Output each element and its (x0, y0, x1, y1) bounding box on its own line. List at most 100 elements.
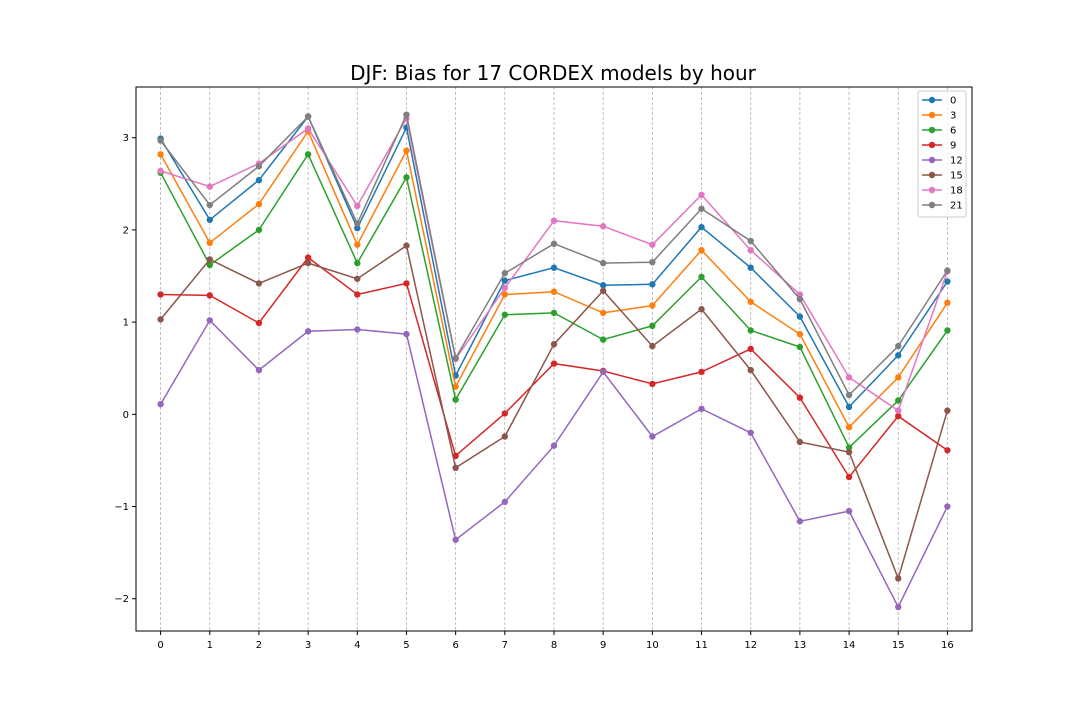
y-axis: −2 −1 0 1 2 3 (114, 133, 136, 605)
data-point (157, 316, 164, 323)
series-12 (157, 317, 951, 611)
data-point (403, 330, 410, 338)
data-point (796, 313, 804, 320)
data-point (698, 405, 705, 412)
legend-marker (928, 186, 936, 194)
legend-marker (928, 111, 936, 119)
chart-title: DJF: Bias for 17 CORDEX models by hour (350, 61, 757, 85)
data-point (649, 258, 656, 266)
data-point (550, 217, 558, 224)
data-point (550, 264, 558, 271)
data-point (649, 322, 656, 330)
data-point (649, 241, 656, 248)
data-point (403, 174, 410, 181)
data-point (304, 125, 312, 132)
legend: 0 3 6 9 12 15 18 21 (917, 90, 967, 218)
x-tick-label: 10 (646, 640, 659, 651)
legend-marker (928, 141, 936, 149)
data-point (845, 424, 853, 431)
data-point (796, 330, 804, 338)
legend-marker (928, 96, 936, 104)
x-tick-label: 7 (502, 640, 508, 651)
data-point (747, 264, 754, 271)
data-point (501, 284, 509, 292)
legend-item: 18 (922, 186, 963, 197)
legend-label: 15 (950, 171, 963, 182)
data-point (501, 277, 509, 284)
data-point (649, 342, 656, 350)
y-tick-label: 1 (123, 318, 129, 329)
data-point (599, 223, 607, 230)
data-point (747, 429, 754, 436)
data-point (206, 261, 213, 269)
x-tick-label: 12 (744, 640, 757, 651)
legend-marker (928, 201, 936, 209)
data-point (255, 200, 263, 208)
data-point (895, 412, 902, 420)
x-tick-label: 15 (892, 640, 905, 651)
data-point (796, 343, 804, 351)
data-point (944, 407, 951, 414)
data-point (698, 191, 705, 199)
data-point (747, 298, 754, 306)
data-point (845, 473, 853, 481)
data-point (403, 242, 410, 249)
data-point (501, 291, 509, 298)
data-point (698, 368, 705, 376)
data-point (354, 241, 361, 248)
data-point (255, 280, 263, 287)
data-point (354, 326, 361, 333)
data-point (157, 137, 164, 144)
data-point (206, 216, 213, 223)
data-point (895, 374, 902, 381)
data-point (649, 302, 656, 309)
data-point (698, 306, 705, 313)
data-point (845, 507, 853, 515)
data-point (501, 498, 509, 506)
data-point (845, 374, 853, 381)
data-point (747, 327, 754, 334)
data-point (157, 151, 164, 158)
y-tick-label: 0 (123, 410, 129, 421)
data-point (698, 223, 705, 231)
data-point (895, 603, 902, 611)
data-point (354, 291, 361, 298)
data-point (304, 328, 312, 335)
data-point (157, 291, 164, 298)
data-point (550, 309, 558, 317)
legend-item: 15 (922, 171, 963, 182)
legend-item: 0 (922, 96, 956, 107)
data-point (599, 259, 607, 267)
x-tick-label: 2 (256, 640, 262, 651)
data-point (403, 280, 410, 287)
data-point (895, 575, 902, 582)
data-point (255, 226, 263, 234)
data-point (796, 295, 804, 303)
data-point (550, 360, 558, 367)
data-point (403, 111, 410, 118)
data-point (206, 201, 213, 209)
x-tick-label: 14 (843, 640, 856, 651)
data-point (698, 247, 705, 254)
legend-marker (928, 126, 936, 134)
x-tick-label: 5 (403, 640, 409, 651)
data-point (895, 407, 902, 414)
data-point (845, 403, 853, 411)
data-point (599, 282, 607, 289)
data-point (550, 240, 558, 247)
legend-item: 12 (922, 156, 963, 167)
data-point (649, 380, 656, 388)
x-tick-label: 9 (600, 640, 606, 651)
data-point (255, 319, 263, 327)
legend-box (917, 90, 967, 218)
data-point (157, 167, 164, 175)
data-point (304, 259, 312, 267)
data-point (895, 352, 902, 359)
data-point (550, 442, 558, 449)
legend-label: 9 (950, 141, 956, 152)
x-tick-label: 11 (695, 640, 708, 651)
data-point (452, 464, 459, 471)
data-point (354, 202, 361, 210)
